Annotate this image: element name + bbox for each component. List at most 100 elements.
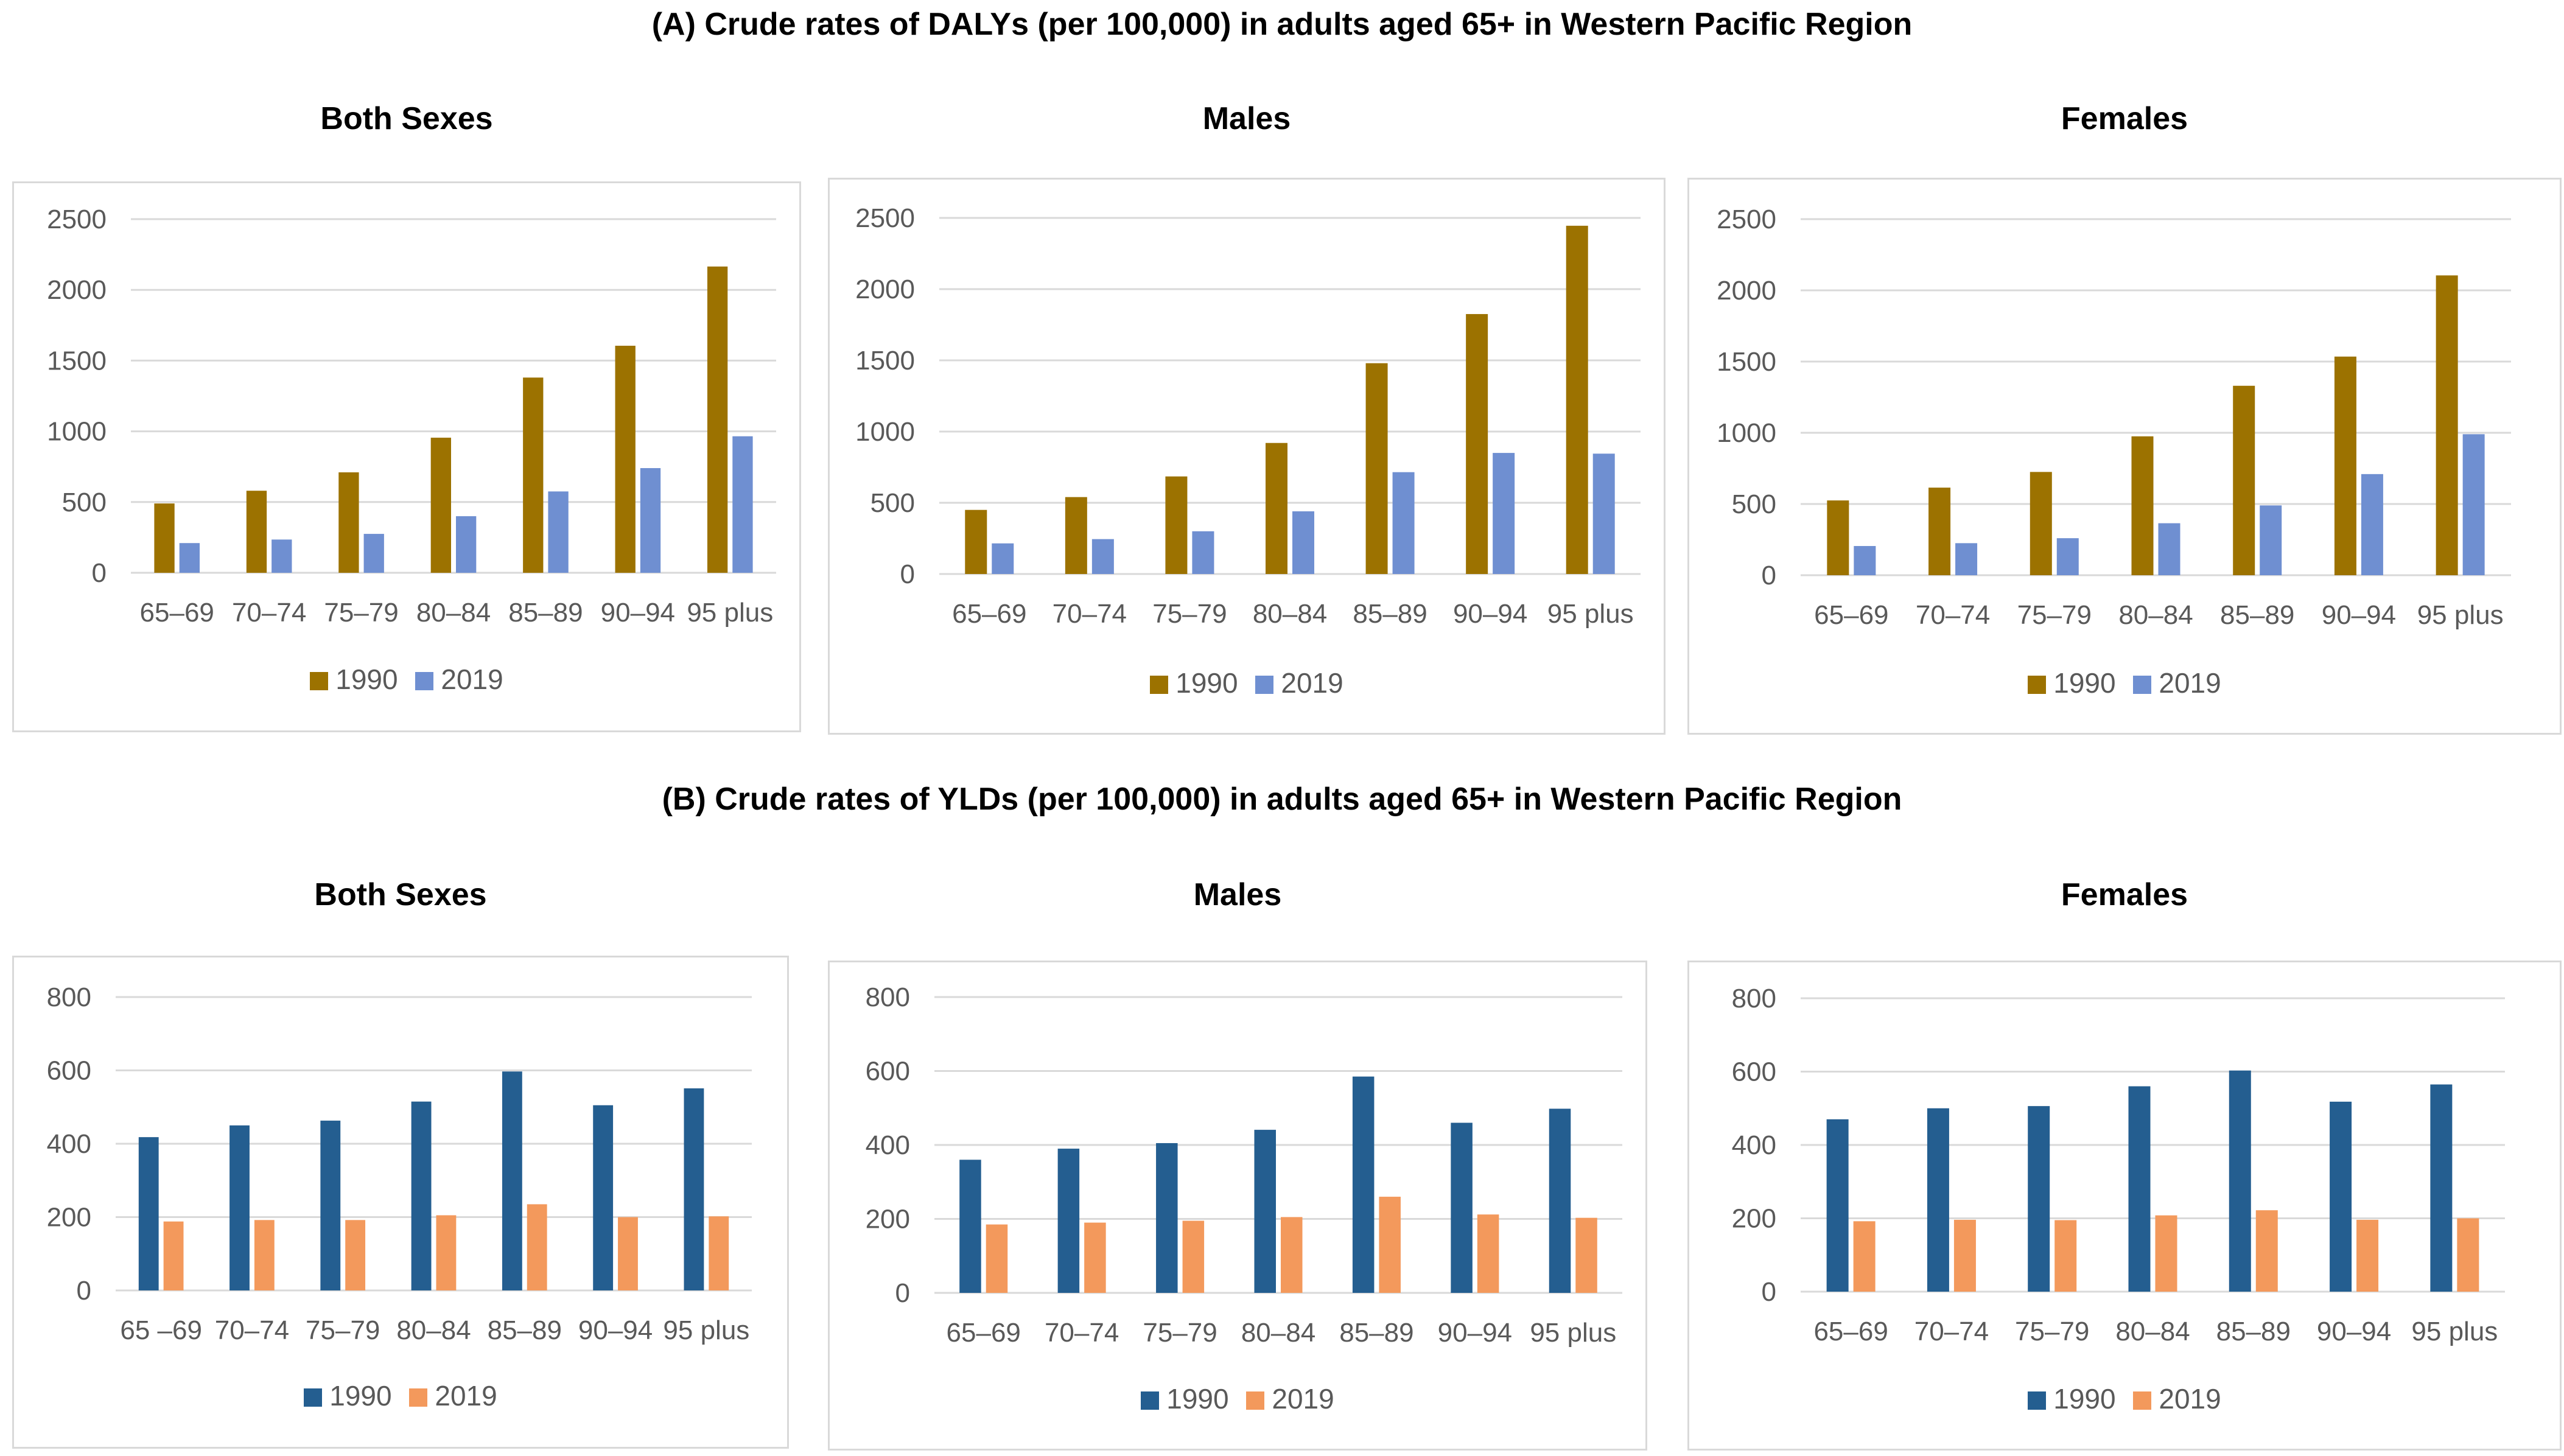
y-tick-label: 800	[866, 982, 910, 1012]
x-tick-label: 80–84	[396, 1315, 471, 1345]
x-tick-label: 95 plus	[2411, 1317, 2498, 1346]
legend-swatch-2019	[1255, 676, 1274, 694]
chart-plot-ylds-males: 0 200 400 600 800 65–69 70–74 75–79 80–84 85–89 90…	[866, 982, 1622, 1348]
chart-legend: 1990 2019	[1689, 667, 2560, 699]
chart-panel-ylds-males: 0 200 400 600 800 65–69 70–74 75–79 80–84 85–89 90…	[828, 961, 1647, 1451]
legend-label-1990: 1990	[329, 1380, 392, 1412]
bar-2019-2	[2054, 1220, 2077, 1292]
bar-1990-2	[2028, 1106, 2050, 1292]
bar-2019-2	[1192, 531, 1214, 574]
y-tick-label: 0	[92, 558, 107, 588]
x-tick-label: 65–69	[952, 599, 1026, 629]
bar-2019-4	[2260, 505, 2282, 575]
x-tick-label: 80–84	[1253, 599, 1327, 629]
bar-1990-5	[2330, 1101, 2352, 1292]
x-tick-label: 95 plus	[1547, 599, 1634, 629]
legend-label-2019: 2019	[1281, 667, 1343, 699]
legend-label-1990: 1990	[335, 663, 398, 695]
bar-1990-3	[430, 438, 451, 573]
bar-1990-4	[1352, 1076, 1375, 1293]
bar-1990-5	[615, 345, 636, 573]
legend-swatch-2019	[2133, 676, 2152, 694]
x-tick-label: 75–79	[2017, 600, 2092, 630]
legend-item-1990: 1990	[304, 1379, 392, 1412]
bar-1990-6	[2430, 1084, 2453, 1292]
y-tick-label: 500	[870, 488, 915, 518]
bar-2019-6	[709, 1216, 729, 1290]
x-tick-label: 90–94	[601, 598, 675, 628]
legend-label-2019: 2019	[441, 663, 503, 695]
y-tick-label: 1500	[855, 346, 915, 376]
chart-legend: 1990 2019	[1689, 1382, 2560, 1415]
bar-2019-3	[456, 516, 477, 573]
bar-1990-1	[229, 1125, 250, 1290]
bar-1990-4	[1365, 363, 1388, 574]
chart-plot-ylds-females: 0 200 400 600 800 65–69 70–74 75–79 80–84 85–89 90…	[1732, 984, 2505, 1346]
bar-1990-1	[1065, 497, 1087, 574]
bar-2019-2	[2056, 538, 2079, 575]
chart-panel-ylds-both-sexes: 0 200 400 600 800 65 –69 70–74 75–79 80–84 85–89 9…	[12, 956, 789, 1449]
bar-1990-1	[1927, 1108, 1949, 1292]
x-tick-label: 85–89	[488, 1315, 562, 1345]
bar-2019-1	[1091, 539, 1114, 574]
x-tick-label: 80–84	[2115, 1317, 2190, 1346]
legend-item-1990: 1990	[2028, 667, 2116, 699]
x-tick-label: 65 –69	[120, 1315, 202, 1345]
legend-label-2019: 2019	[435, 1380, 497, 1412]
bar-2019-6	[2462, 434, 2485, 575]
x-tick-label: 80–84	[2118, 600, 2193, 630]
y-tick-label: 2500	[47, 205, 107, 234]
bar-2019-0	[986, 1224, 1008, 1293]
x-tick-label: 90–94	[1453, 599, 1527, 629]
bar-1990-6	[684, 1088, 704, 1290]
legend-swatch-1990	[310, 672, 329, 690]
y-tick-label: 0	[1762, 1277, 1776, 1307]
x-tick-label: 70–74	[1914, 1317, 1989, 1346]
chart-title-ylds-males: Males	[1193, 877, 1282, 912]
y-tick-label: 0	[895, 1278, 910, 1308]
chart-legend: 1990 2019	[14, 663, 799, 696]
bar-2019-0	[1854, 546, 1876, 575]
legend-swatch-1990	[304, 1388, 323, 1407]
bar-2019-5	[2361, 474, 2383, 575]
bar-2019-2	[363, 534, 384, 573]
x-tick-label: 90–94	[2317, 1317, 2391, 1346]
y-tick-label: 500	[1732, 489, 1776, 519]
section-b-title: (B) Crude rates of YLDs (per 100,000) in…	[662, 782, 1902, 817]
legend-swatch-1990	[1141, 1391, 1160, 1410]
y-tick-label: 400	[866, 1130, 910, 1160]
legend-item-2019: 2019	[2133, 1382, 2221, 1415]
x-tick-label: 75–79	[324, 598, 398, 628]
bar-2019-0	[179, 543, 200, 573]
y-tick-label: 0	[1762, 561, 1776, 590]
bar-2019-4	[548, 491, 569, 573]
x-tick-label: 70–74	[1053, 599, 1127, 629]
bar-2019-3	[1292, 511, 1314, 574]
bar-1990-5	[1451, 1122, 1473, 1293]
y-tick-label: 0	[77, 1276, 91, 1306]
legend-label-1990: 1990	[2053, 667, 2116, 699]
x-tick-label: 90–94	[578, 1315, 653, 1345]
bar-2019-2	[1182, 1220, 1205, 1293]
chart-plot-dalys-females: 0 500 1000 1500 2000 2500 65–69 70–74 75–79 80–84…	[1717, 205, 2511, 630]
legend-swatch-1990	[2028, 1391, 2047, 1410]
bar-1990-0	[138, 1137, 159, 1290]
y-tick-label: 800	[47, 982, 91, 1012]
chart-legend: 1990 2019	[830, 1382, 1645, 1415]
x-tick-label: 95 plus	[2417, 600, 2504, 630]
legend-item-1990: 1990	[1150, 667, 1238, 699]
bar-2019-3	[1281, 1217, 1303, 1293]
x-tick-label: 65–69	[947, 1318, 1021, 1348]
bar-1990-6	[707, 266, 728, 573]
y-tick-label: 400	[1732, 1130, 1776, 1160]
bar-2019-3	[436, 1215, 457, 1290]
bar-2019-5	[1493, 453, 1515, 574]
bar-2019-4	[1379, 1197, 1401, 1293]
bar-2019-4	[527, 1204, 547, 1290]
legend-swatch-1990	[1150, 676, 1169, 694]
y-tick-label: 200	[1732, 1204, 1776, 1234]
chart-title-ylds-females: Females	[2061, 877, 2188, 912]
y-tick-label: 1000	[1717, 418, 1776, 448]
bar-1990-4	[2229, 1070, 2251, 1292]
bar-1990-4	[523, 377, 544, 573]
